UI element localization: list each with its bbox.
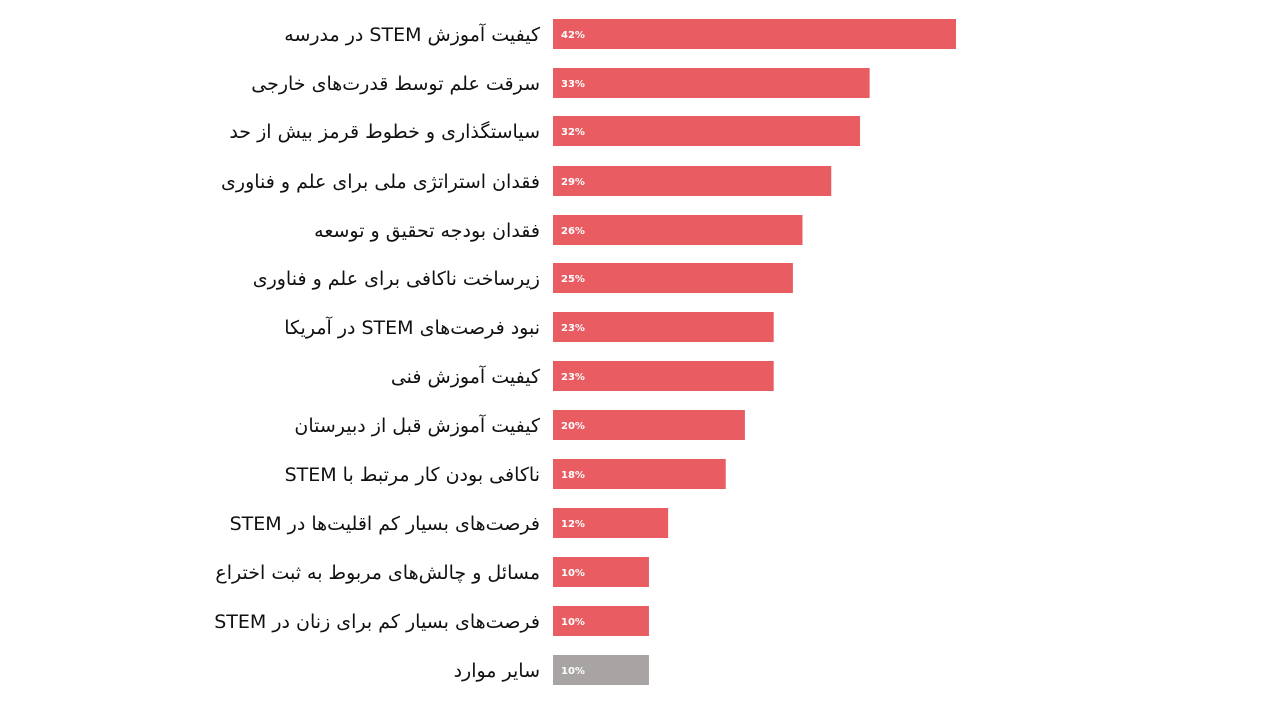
- bar-3: [553, 166, 832, 196]
- category-label-11: مسائل و چالش‌های مربوط به ثبت اختراع: [215, 562, 540, 584]
- value-label-13: 10%: [561, 666, 585, 677]
- bar-13: [553, 655, 649, 685]
- value-label-11: 10%: [561, 568, 585, 579]
- bar-6: [553, 312, 774, 342]
- value-label-4: 26%: [561, 226, 585, 237]
- category-label-9: ناکافی بودن کار مرتبط با STEM: [285, 464, 540, 486]
- category-label-0: کیفیت آموزش STEM در مدرسه: [284, 22, 541, 46]
- value-label-3: 29%: [561, 177, 585, 188]
- category-label-12: فرصت‌های بسیار کم برای زنان در STEM: [214, 611, 540, 633]
- bar-11: [553, 557, 649, 587]
- value-label-0: 42%: [561, 30, 585, 41]
- value-label-10: 12%: [561, 519, 585, 530]
- bar-0: [553, 19, 956, 49]
- category-label-8: کیفیت آموزش قبل از دبیرستان: [294, 413, 541, 437]
- value-label-12: 10%: [561, 617, 585, 628]
- category-label-2: سیاستگذاری و خطوط قرمز بیش از حد: [229, 120, 540, 143]
- bar-1: [553, 68, 870, 98]
- bar-9: [553, 459, 726, 489]
- bar-5: [553, 263, 793, 293]
- category-label-7: کیفیت آموزش فنی: [391, 364, 541, 388]
- value-label-5: 25%: [561, 274, 585, 285]
- bar-4: [553, 215, 803, 245]
- category-label-10: فرصت‌های بسیار کم اقلیت‌ها در STEM: [230, 513, 540, 535]
- category-label-6: نبود فرصت‌های STEM در آمریکا: [284, 315, 540, 339]
- value-label-7: 23%: [561, 372, 585, 383]
- category-label-3: فقدان استراتژی ملی برای علم و فناوری: [221, 171, 540, 193]
- category-label-4: فقدان بودجه تحقیق و توسعه: [314, 220, 540, 242]
- bar-7: [553, 361, 774, 391]
- value-label-1: 33%: [561, 79, 585, 90]
- value-label-2: 32%: [561, 127, 585, 138]
- bar-12: [553, 606, 649, 636]
- bar-2: [553, 116, 861, 146]
- category-label-5: زیرساخت ناکافی برای علم و فناوری: [253, 268, 540, 290]
- value-label-6: 23%: [561, 323, 585, 334]
- category-label-13: سایر موارد: [454, 660, 540, 682]
- bar-10: [553, 508, 669, 538]
- bar-8: [553, 410, 745, 440]
- value-label-9: 18%: [561, 470, 585, 481]
- value-label-8: 20%: [561, 421, 585, 432]
- category-label-1: سرقت علم توسط قدرت‌های خارجی: [251, 73, 540, 95]
